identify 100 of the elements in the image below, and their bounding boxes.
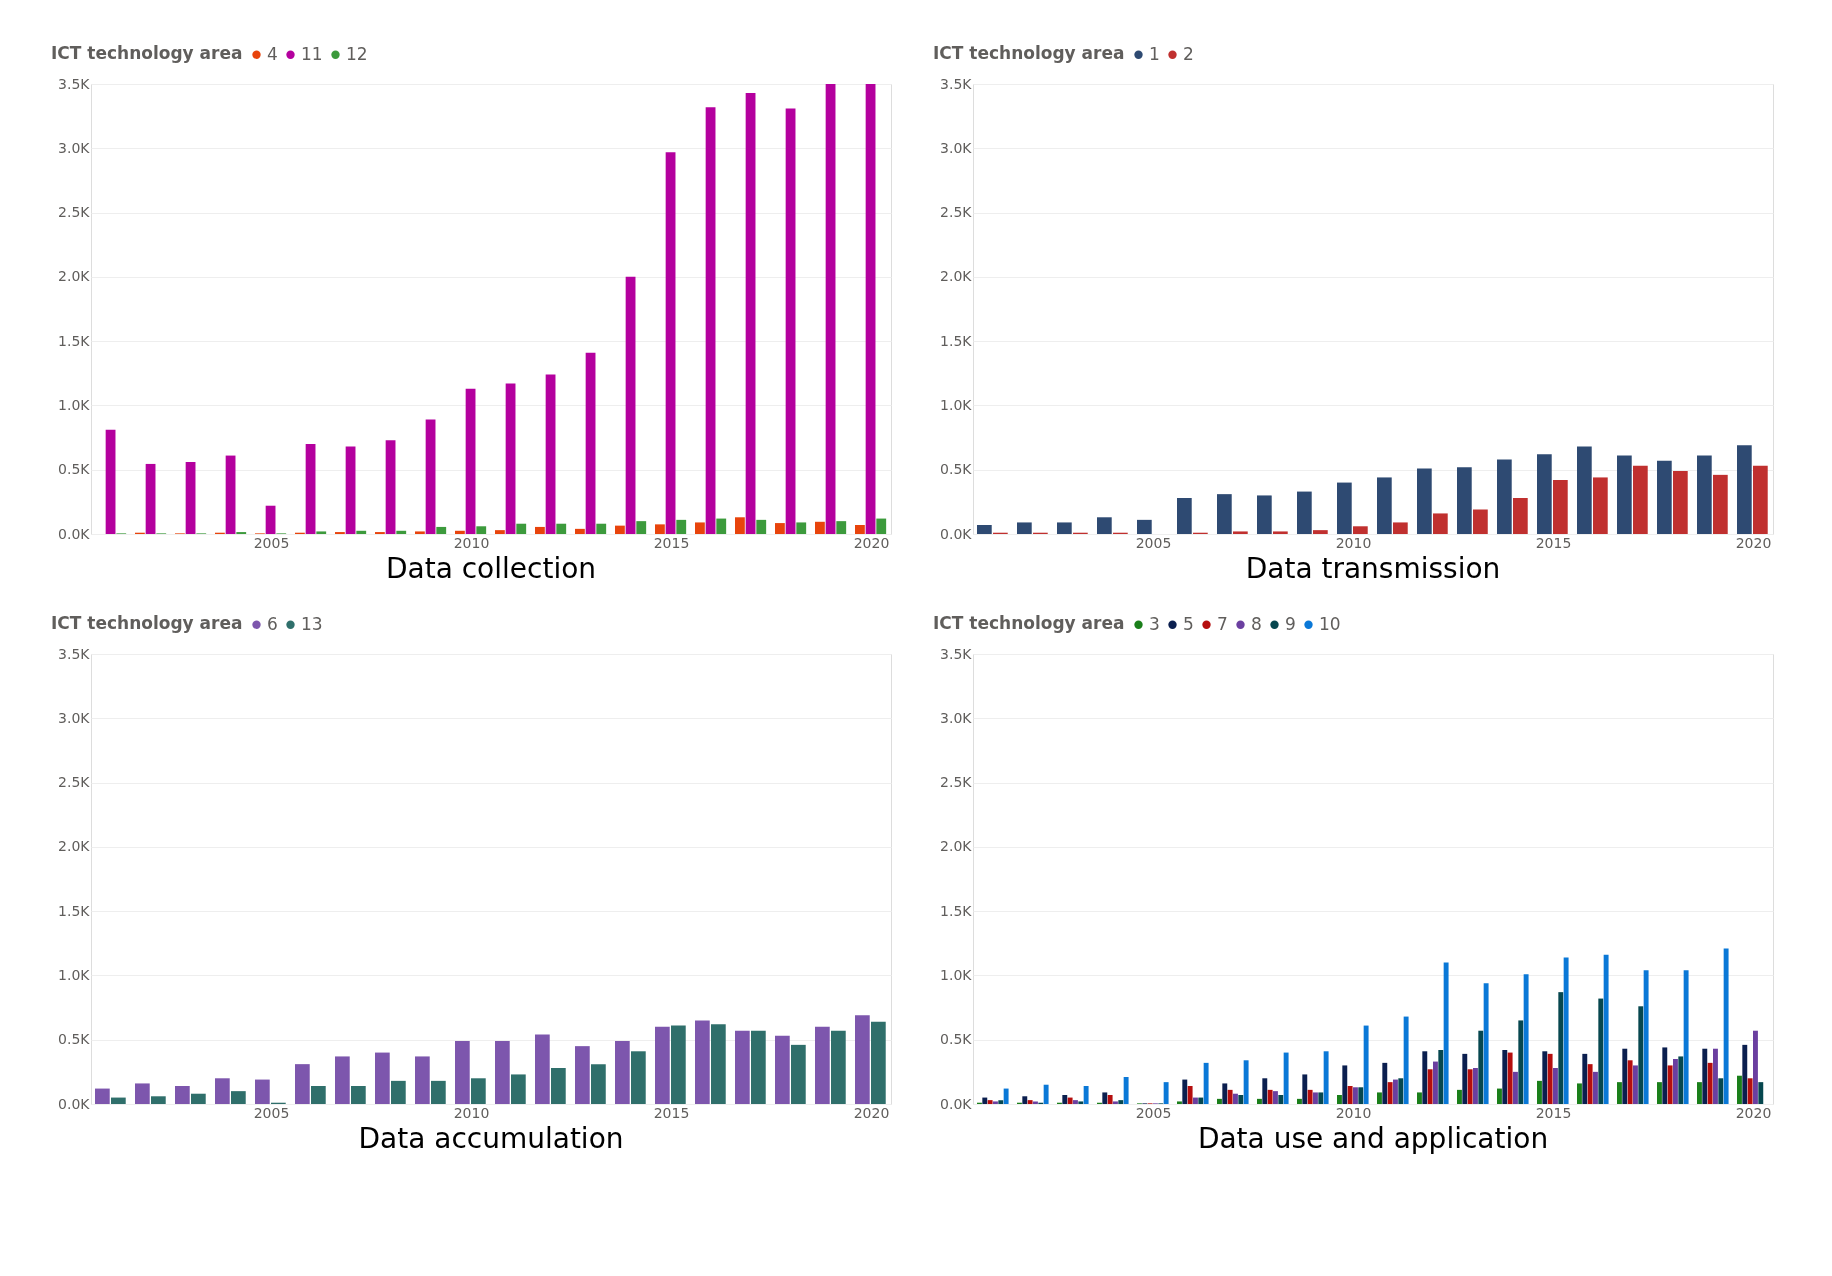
text: Data collection [385, 552, 597, 585]
legend-label: 4 [267, 43, 278, 64]
bar [1257, 1098, 1262, 1104]
bar [636, 521, 647, 534]
bar [1473, 1068, 1478, 1104]
bar [511, 1074, 526, 1104]
bar [775, 523, 785, 534]
bar [1393, 522, 1408, 534]
bar [745, 93, 756, 534]
x-tick-label: 2005 [1135, 1104, 1172, 1121]
x-tick-label: 2005 [253, 1104, 290, 1121]
bar [615, 525, 625, 534]
bar [1067, 1097, 1073, 1104]
bar [1238, 1095, 1244, 1104]
bar [1083, 1086, 1089, 1104]
bar [1758, 1082, 1764, 1104]
bar [455, 530, 465, 534]
bar [1427, 1069, 1433, 1104]
y-tick-label: 2.0K [58, 838, 91, 855]
bar [1558, 992, 1564, 1104]
y-tick-label: 2.5K [940, 774, 973, 791]
bar [1262, 1078, 1268, 1104]
bar [825, 84, 836, 534]
bar [495, 530, 505, 534]
bar [1177, 1101, 1182, 1104]
bar [556, 523, 567, 534]
bar [1737, 1075, 1742, 1104]
y-tick-label: 3.0K [58, 139, 91, 156]
y-tick-label: 3.5K [940, 645, 973, 662]
y-tick-label: 3.0K [58, 709, 91, 726]
y-tick-label: 0.5K [940, 1031, 973, 1048]
bar [796, 522, 807, 534]
bar [1318, 1092, 1324, 1104]
bar [1062, 1095, 1068, 1104]
bar [1073, 1100, 1078, 1104]
bar [711, 1024, 726, 1104]
bar [1027, 1100, 1033, 1104]
bar [1347, 1086, 1353, 1104]
bar [751, 1030, 766, 1104]
bar [1457, 467, 1472, 534]
bar [1233, 1093, 1238, 1104]
bar [1273, 531, 1288, 534]
bar [1313, 1092, 1318, 1104]
bar [735, 1030, 750, 1104]
x-tick-label: 2010 [453, 534, 490, 551]
bar [836, 521, 847, 534]
bar [436, 526, 447, 534]
bar [1377, 1092, 1382, 1104]
bar [1502, 1050, 1508, 1104]
bar [1513, 498, 1528, 534]
bar [676, 519, 687, 534]
y-tick-label: 3.0K [940, 139, 973, 156]
legend-title: ICT technology area [933, 43, 1125, 63]
legend-label: 10 [1319, 613, 1341, 634]
bar [1622, 1048, 1628, 1104]
y-tick-label: 1.5K [940, 332, 973, 349]
bar [1747, 1078, 1753, 1104]
bar [185, 462, 196, 534]
bar [1057, 522, 1072, 534]
bar [295, 1064, 310, 1104]
x-tick-label: 2020 [853, 1104, 890, 1121]
bar [1273, 1091, 1278, 1104]
bar [476, 526, 487, 534]
bar [998, 1100, 1004, 1104]
bar [311, 1086, 326, 1104]
bar [1227, 1089, 1233, 1104]
bar [1697, 1082, 1702, 1104]
legend-label: 13 [301, 613, 323, 634]
bar [982, 1097, 988, 1104]
bar [255, 1079, 270, 1104]
legend-label: 9 [1285, 613, 1296, 634]
bar [1257, 495, 1272, 534]
y-tick-label: 0.5K [58, 1031, 91, 1048]
bar [1033, 1101, 1038, 1104]
y-tick-label: 3.5K [58, 645, 91, 662]
bar [865, 84, 876, 534]
bar [1617, 455, 1632, 534]
bar [1433, 513, 1448, 534]
bar [625, 276, 636, 534]
bar [1187, 1086, 1193, 1104]
bar [1118, 1100, 1124, 1104]
legend-label: 11 [301, 43, 323, 64]
bar [1657, 1082, 1662, 1104]
bar [596, 523, 607, 534]
y-tick-label: 3.0K [940, 709, 973, 726]
bar [1313, 530, 1328, 534]
bar [1577, 446, 1592, 534]
y-tick-label: 3.5K [58, 75, 91, 92]
bar [1577, 1083, 1582, 1104]
bar [151, 1096, 166, 1104]
bar [111, 1097, 126, 1104]
bar [1713, 1048, 1718, 1104]
bar [1513, 1071, 1518, 1104]
bar [615, 1041, 630, 1104]
bar [716, 518, 727, 534]
bar [1438, 1050, 1444, 1104]
bar [415, 531, 425, 534]
bar [1443, 962, 1449, 1104]
bar [135, 1083, 150, 1104]
bar [1243, 1060, 1249, 1104]
